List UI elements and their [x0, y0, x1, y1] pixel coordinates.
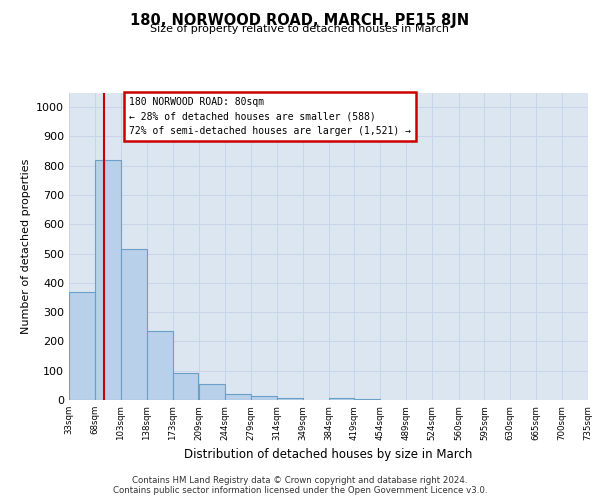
- Text: Contains public sector information licensed under the Open Government Licence v3: Contains public sector information licen…: [113, 486, 487, 495]
- Bar: [173, 373, 199, 400]
- Bar: [329, 398, 355, 400]
- Bar: [121, 249, 146, 400]
- Bar: [69, 292, 95, 400]
- Bar: [355, 398, 380, 400]
- Bar: [199, 384, 225, 400]
- Text: 180 NORWOOD ROAD: 80sqm
← 28% of detached houses are smaller (588)
72% of semi-d: 180 NORWOOD ROAD: 80sqm ← 28% of detache…: [128, 97, 410, 136]
- Text: 180, NORWOOD ROAD, MARCH, PE15 8JN: 180, NORWOOD ROAD, MARCH, PE15 8JN: [130, 12, 470, 28]
- Bar: [251, 396, 277, 400]
- Text: Size of property relative to detached houses in March: Size of property relative to detached ho…: [151, 24, 449, 34]
- Bar: [225, 394, 251, 400]
- Bar: [95, 160, 121, 400]
- Y-axis label: Number of detached properties: Number of detached properties: [20, 158, 31, 334]
- Bar: [146, 331, 173, 400]
- Bar: [277, 398, 302, 400]
- Text: Contains HM Land Registry data © Crown copyright and database right 2024.: Contains HM Land Registry data © Crown c…: [132, 476, 468, 485]
- X-axis label: Distribution of detached houses by size in March: Distribution of detached houses by size …: [184, 448, 473, 461]
